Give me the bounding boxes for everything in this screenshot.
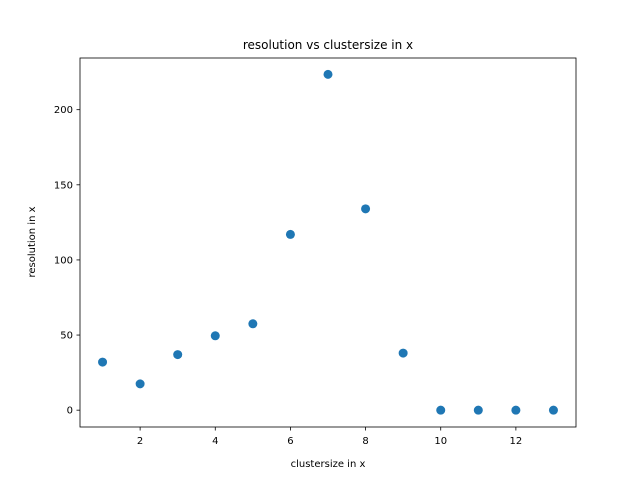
- data-point: [285, 229, 295, 239]
- data-point: [173, 350, 183, 360]
- y-tick-label: 100: [54, 255, 73, 266]
- x-tick-label: 2: [137, 436, 143, 447]
- y-tick-label: 50: [60, 331, 73, 342]
- y-tick-label: 200: [54, 105, 73, 116]
- data-point: [323, 69, 333, 79]
- x-tick-label: 8: [362, 436, 368, 447]
- data-point: [436, 405, 446, 415]
- data-point: [98, 357, 108, 367]
- data-point: [473, 405, 483, 415]
- data-point: [135, 379, 145, 389]
- data-point: [548, 405, 558, 415]
- data-points: [98, 69, 558, 415]
- data-point: [248, 319, 258, 329]
- data-point: [210, 331, 220, 341]
- y-tick-label: 150: [54, 180, 73, 191]
- plot-frame: [79, 57, 577, 428]
- data-point: [398, 348, 408, 358]
- x-tick-label: 4: [212, 436, 218, 447]
- y-axis-ticks: 0 50 100 150 200: [54, 105, 80, 417]
- x-tick-label: 12: [510, 436, 523, 447]
- chart-title: resolution vs clustersize in x: [243, 38, 413, 52]
- x-tick-label: 10: [434, 436, 447, 447]
- x-axis-ticks: 2 4 6 8 10 12: [137, 427, 522, 447]
- x-tick-label: 6: [287, 436, 293, 447]
- y-axis-label: resolution in x: [27, 206, 38, 277]
- data-point: [361, 204, 371, 214]
- x-axis-label: clustersize in x: [291, 459, 366, 470]
- data-point: [511, 405, 521, 415]
- y-tick-label: 0: [67, 406, 73, 417]
